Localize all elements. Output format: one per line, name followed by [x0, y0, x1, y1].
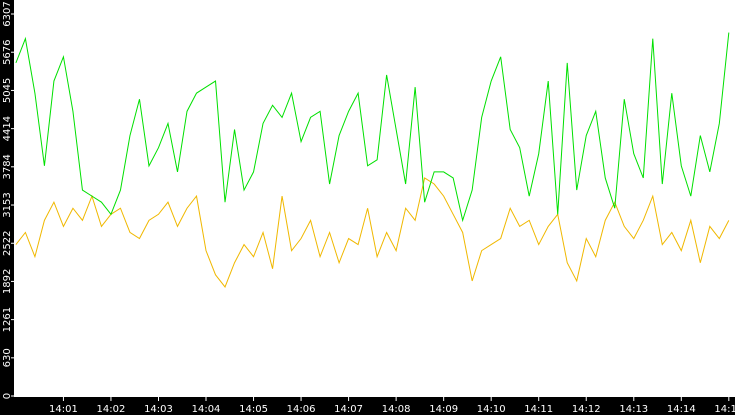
- x-tick-label: 14:01: [49, 404, 78, 415]
- x-tick-label: 14:08: [382, 404, 411, 415]
- x-tick-label: 14:09: [429, 404, 458, 415]
- x-tick-label: 14:07: [334, 404, 363, 415]
- y-tick-label: 630: [2, 348, 13, 367]
- y-tick-label: 3784: [2, 154, 13, 179]
- x-tick-label: 14:12: [572, 404, 601, 415]
- x-tick-label: 14:03: [144, 404, 173, 415]
- x-tick-label: 14:02: [97, 404, 126, 415]
- plot-area: [14, 0, 735, 397]
- y-tick-label: 3153: [2, 192, 13, 217]
- y-tick-label: 1892: [2, 269, 13, 294]
- series-line: [15, 32, 730, 223]
- x-tick-label: 14:04: [192, 404, 221, 415]
- x-tick-label: 14:14: [667, 404, 696, 415]
- x-tick-label: 14:13: [619, 404, 648, 415]
- y-tick-label: 6307: [2, 1, 13, 26]
- x-tick-label: 14:10: [477, 404, 506, 415]
- y-tick-label: 4414: [2, 116, 13, 141]
- x-tick-label: 14:06: [287, 404, 316, 415]
- x-tick-label: 14:05: [239, 404, 268, 415]
- y-tick-label: 2522: [2, 231, 13, 256]
- y-tick-label: 1261: [2, 307, 13, 332]
- y-tick-label: 5676: [2, 39, 13, 64]
- series-line: [15, 177, 730, 288]
- y-tick-label: 5045: [2, 78, 13, 103]
- x-tick-label: 14:11: [524, 404, 553, 415]
- x-tick-label: 14:15: [714, 404, 735, 415]
- y-tick-label: 0: [2, 393, 13, 399]
